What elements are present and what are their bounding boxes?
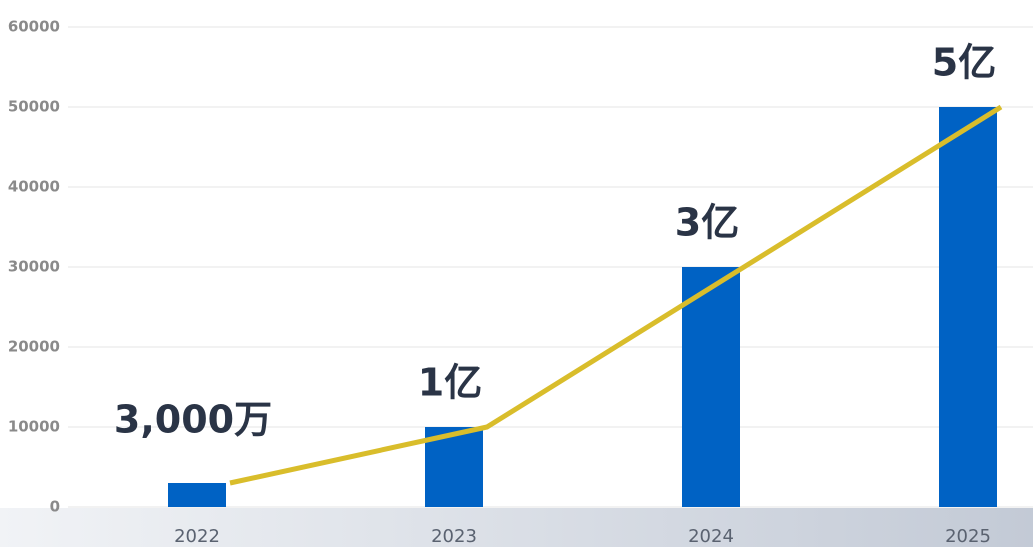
y-tick-label: 20000 — [8, 338, 60, 356]
value-label: 3,000万 — [114, 398, 272, 442]
value-label: 5亿 — [932, 41, 996, 85]
value-label: 3亿 — [675, 201, 739, 245]
y-tick-label: 60000 — [8, 18, 60, 36]
y-tick-label: 0 — [50, 498, 60, 516]
x-tick-label: 2025 — [945, 526, 991, 547]
y-tick-label: 10000 — [8, 418, 60, 436]
y-tick-label: 50000 — [8, 98, 60, 116]
axis-strip — [0, 508, 1033, 547]
value-label: 1亿 — [418, 361, 482, 405]
trend-line — [229, 104, 1003, 486]
bar — [682, 267, 740, 507]
x-tick-label: 2024 — [688, 526, 734, 547]
y-tick-label: 40000 — [8, 178, 60, 196]
bar — [939, 107, 997, 507]
x-tick-label: 2022 — [174, 526, 220, 547]
y-tick-label: 30000 — [8, 258, 60, 276]
x-tick-label: 2023 — [431, 526, 477, 547]
bar — [168, 483, 226, 507]
